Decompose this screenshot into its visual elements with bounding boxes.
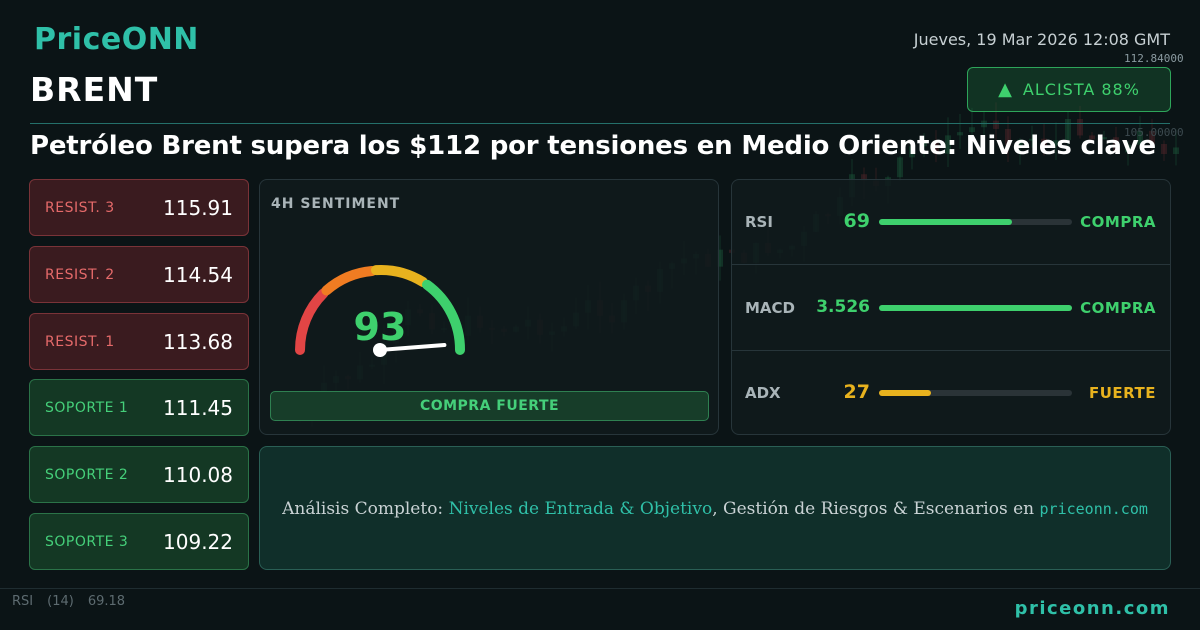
background-price-label: 112.84000 (1124, 52, 1184, 65)
level-resist-3: RESIST. 3 115.91 (29, 179, 249, 236)
sentiment-title: 4H SENTIMENT (271, 196, 401, 212)
level-label: RESIST. 1 (45, 333, 115, 350)
sentiment-verdict: COMPRA FUERTE (270, 391, 709, 421)
gauge-arc-red (294, 288, 329, 355)
level-label: SOPORTE 3 (45, 533, 129, 550)
level-label: SOPORTE 1 (45, 399, 129, 416)
indicator-macd-value: 3.526 (816, 297, 870, 317)
indicator-macd-name: MACD (745, 299, 795, 317)
background-candle-body (1137, 130, 1143, 145)
timestamp: Jueves, 19 Mar 2026 12:08 GMT (913, 30, 1170, 49)
background-candle-body (897, 157, 903, 178)
indicator-rsi-signal: COMPRA (1080, 213, 1156, 231)
cta-middle: , Gestión de Riesgos & Escenarios en (712, 499, 1035, 519)
background-candle-body (945, 135, 951, 154)
background-candle-body (717, 249, 723, 267)
background-rsi-label: RSI (14) 69.18 (12, 594, 126, 609)
indicator-divider (732, 350, 1170, 351)
background-candle-body (861, 174, 867, 181)
symbol-title: BRENT (30, 70, 159, 109)
level-resist-2: RESIST. 2 114.54 (29, 246, 249, 303)
gauge-arc-green (422, 279, 466, 355)
level-value: 113.68 (163, 329, 233, 354)
gauge-needle (378, 343, 447, 352)
trend-badge-label: ALCISTA 88% (1022, 80, 1140, 99)
background-price-label: 105.00000 (1124, 126, 1184, 139)
background-candle-body (1017, 139, 1023, 146)
level-support-3: SOPORTE 3 109.22 (29, 513, 249, 570)
indicator-macd-fill (879, 305, 1072, 311)
footer-divider (0, 588, 1200, 589)
cta-panel[interactable] (259, 446, 1171, 570)
cta-highlight: Niveles de Entrada & Objetivo (448, 499, 713, 519)
level-resist-1: RESIST. 1 113.68 (29, 313, 249, 370)
level-support-1: SOPORTE 1 111.45 (29, 379, 249, 436)
level-label: SOPORTE 2 (45, 466, 129, 483)
headline: Petróleo Brent supera los $112 por tensi… (30, 131, 1156, 161)
triangle-up-icon: ▲ (998, 79, 1013, 100)
background-candle-body (1053, 140, 1059, 146)
indicator-divider (732, 264, 1170, 265)
background-candle-body (1101, 137, 1107, 140)
level-label: RESIST. 2 (45, 266, 115, 283)
level-label: RESIST. 3 (45, 199, 115, 216)
indicator-rsi-fill (879, 219, 1013, 225)
gauge-arc-yellow (371, 264, 428, 287)
background-candle-body (933, 140, 939, 154)
indicator-adx-value: 27 (843, 381, 870, 403)
background-candle-body (921, 140, 927, 147)
gauge-arc-orange (321, 266, 377, 296)
indicator-rsi-name: RSI (745, 213, 773, 231)
level-value: 114.54 (163, 262, 233, 287)
header-divider (30, 123, 1170, 124)
background-candle-body (1077, 119, 1083, 136)
level-value: 111.45 (163, 395, 233, 420)
indicator-macd-signal: COMPRA (1080, 299, 1156, 317)
indicator-adx-name: ADX (745, 384, 781, 402)
level-support-2: SOPORTE 2 110.08 (29, 446, 249, 503)
background-candle-body (1005, 128, 1011, 146)
indicator-adx-signal: FUERTE (1088, 384, 1156, 402)
background-candle-body (1041, 138, 1047, 146)
cta-prefix: Análisis Completo: (282, 499, 444, 519)
background-candle-body (957, 132, 963, 136)
indicator-adx-fill (879, 390, 932, 396)
level-value: 115.91 (163, 195, 233, 220)
level-value: 109.22 (163, 529, 233, 554)
gauge-hub (373, 343, 387, 357)
indicator-adx-track (879, 390, 1072, 396)
trend-badge: ▲ ALCISTA 88% (967, 67, 1171, 112)
background-candle-body (1161, 143, 1167, 154)
indicator-rsi-value: 69 (843, 210, 870, 232)
background-candle-body (993, 120, 999, 129)
background-candle-body (969, 127, 975, 133)
background-candle-body (1113, 137, 1119, 153)
level-value: 110.08 (163, 462, 233, 487)
footer-url[interactable]: priceonn.com (1014, 598, 1170, 619)
sentiment-gauge (294, 264, 466, 357)
background-candle-body (1149, 130, 1155, 144)
sentiment-score: 93 (353, 305, 407, 349)
background-candle-body (909, 146, 915, 158)
background-candle-body (1029, 138, 1035, 141)
cta-text[interactable]: Análisis Completo: Niveles de Entrada & … (259, 499, 1171, 519)
background-candle-body (1125, 144, 1131, 153)
background-candle-body (1173, 147, 1179, 154)
brand-logo: PriceONN (34, 22, 199, 57)
indicator-rsi-track (879, 219, 1072, 225)
background-candle-body (1065, 119, 1071, 141)
background-candle-body (1089, 135, 1095, 140)
indicator-macd-track (879, 305, 1072, 311)
cta-link[interactable]: priceonn.com (1039, 500, 1148, 518)
